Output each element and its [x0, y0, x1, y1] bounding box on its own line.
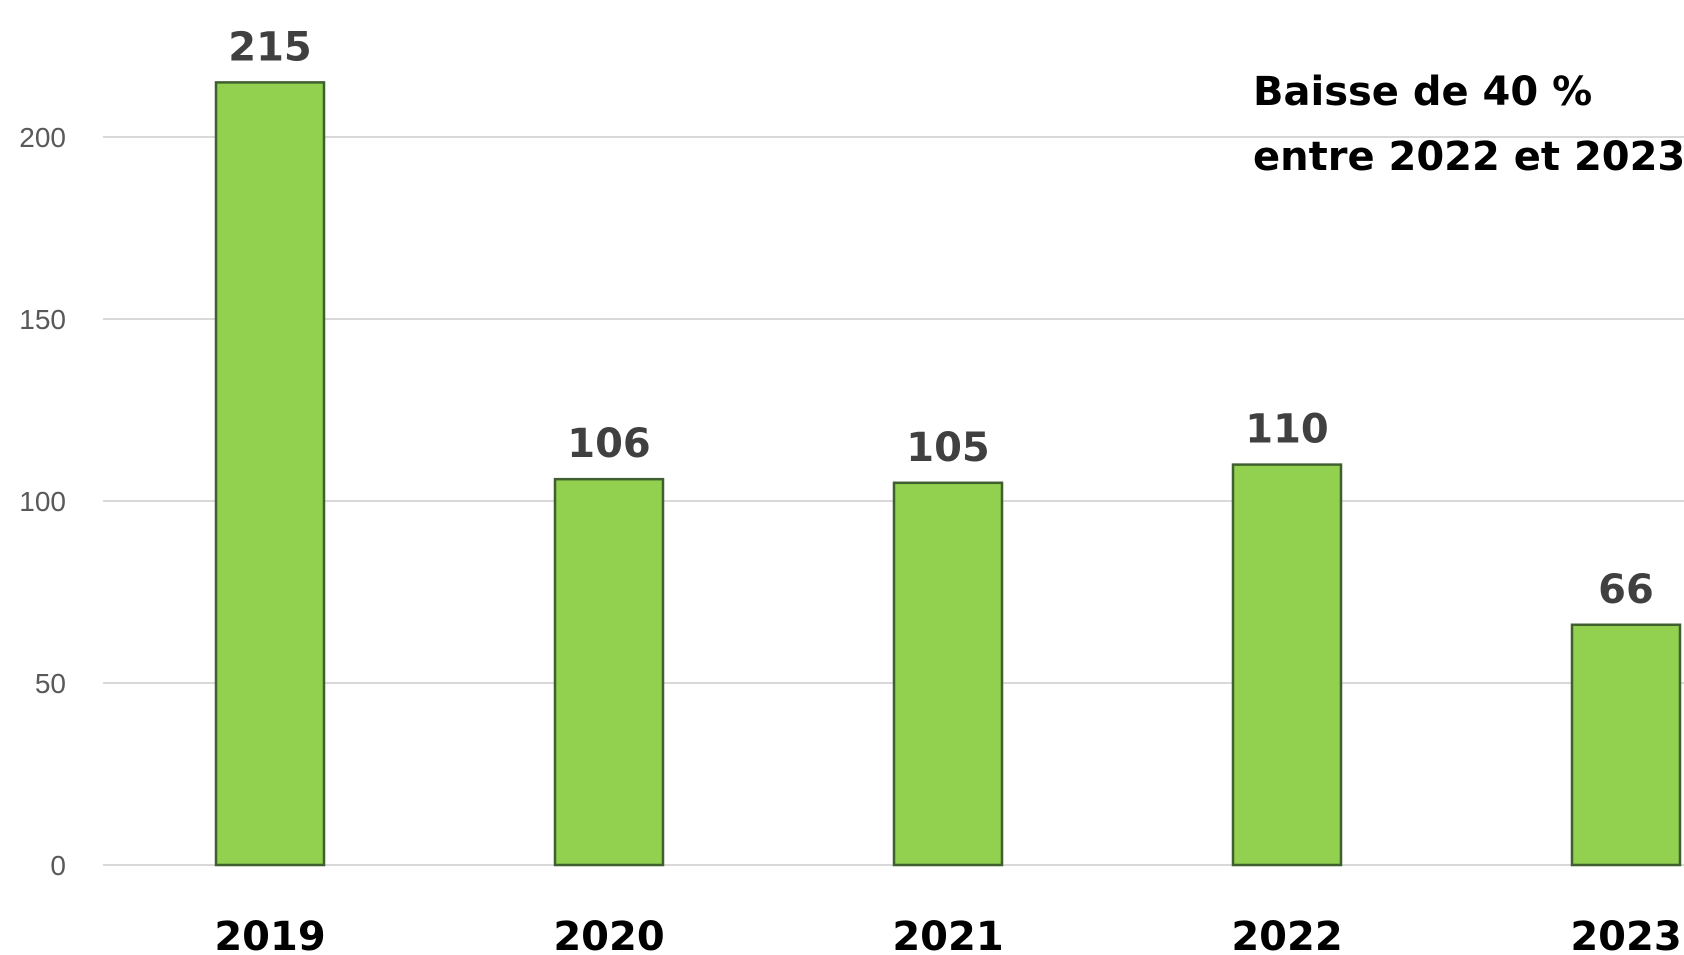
annotation-line-1: Baisse de 40 % [1253, 69, 1592, 115]
bar-2020 [553, 477, 665, 867]
x-tick-label-2023: 2023 [1570, 914, 1681, 955]
x-axis-ticks: 2019 2020 2021 2022 2023 [214, 914, 1681, 955]
bars [214, 81, 1682, 867]
bar-2021 [892, 481, 1004, 867]
data-labels: 215 106 105 110 66 [228, 24, 1654, 612]
data-label-2022: 110 [1245, 407, 1329, 453]
bar-2022 [1231, 463, 1343, 867]
y-axis-ticks: 0 50 100 150 200 [19, 122, 66, 881]
y-tick-label: 100 [19, 486, 66, 517]
y-tick-label: 50 [35, 668, 66, 699]
data-label-2023: 66 [1598, 567, 1654, 613]
data-label-2019: 215 [228, 24, 312, 70]
x-tick-label-2019: 2019 [214, 914, 325, 955]
bar-2019 [214, 81, 326, 867]
y-tick-label: 200 [19, 122, 66, 153]
bar-2023 [1570, 623, 1682, 867]
data-label-2020: 106 [567, 421, 651, 467]
data-label-2021: 105 [906, 425, 990, 471]
y-tick-label: 150 [19, 304, 66, 335]
x-tick-label-2021: 2021 [892, 914, 1003, 955]
annotation: Baisse de 40 % entre 2022 et 2023 [1253, 69, 1684, 180]
x-tick-label-2022: 2022 [1231, 914, 1342, 955]
annotation-line-2: entre 2022 et 2023 [1253, 134, 1684, 180]
y-tick-label: 0 [50, 850, 66, 881]
x-tick-label-2020: 2020 [553, 914, 664, 955]
